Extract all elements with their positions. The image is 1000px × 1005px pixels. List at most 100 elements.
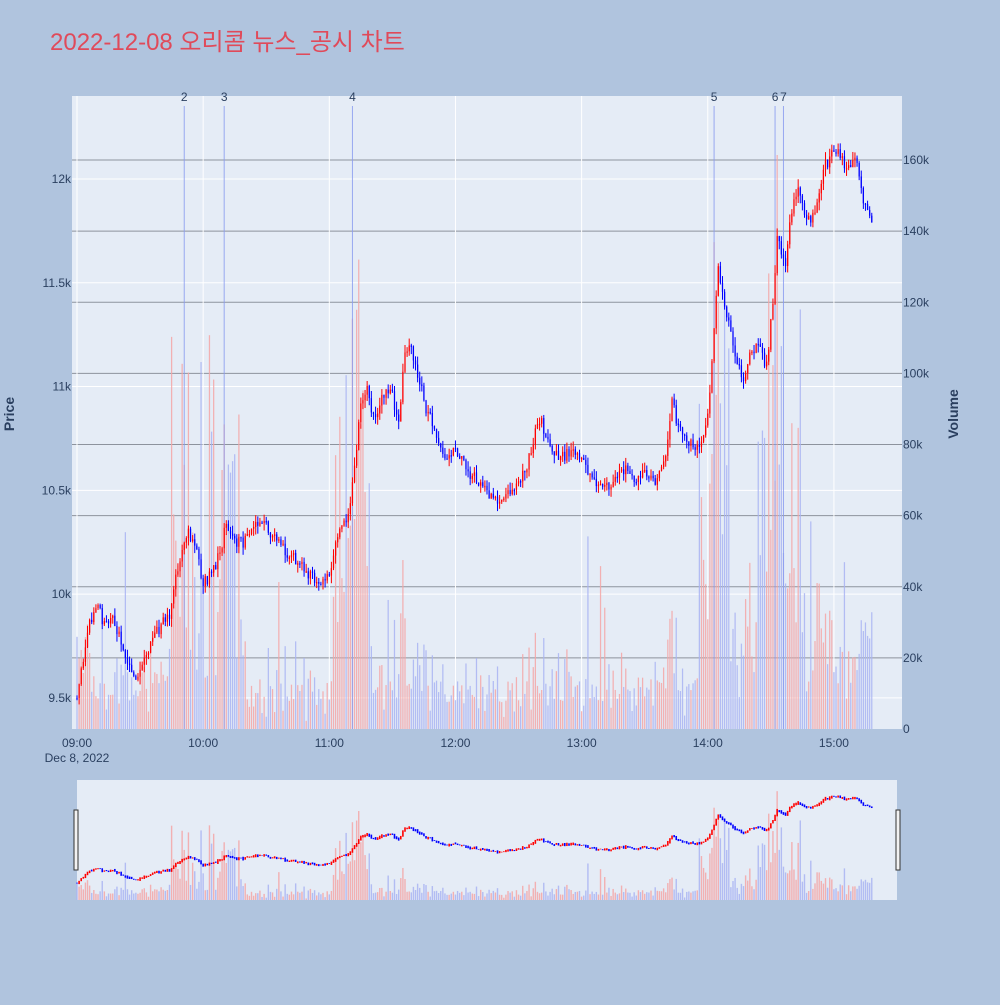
volume-bar: [227, 464, 230, 729]
candle-body: [808, 216, 810, 220]
range-slider-right-handle[interactable]: [895, 809, 901, 871]
volume-bar: [686, 686, 688, 729]
volume-bar: [768, 273, 770, 729]
candle-body: [602, 483, 604, 487]
slider-volume-bar: [858, 885, 860, 900]
volume-bar: [244, 641, 246, 729]
volume-bar: [82, 672, 84, 729]
candle-body: [379, 405, 381, 414]
slider-volume-bar: [118, 895, 120, 900]
slider-volume-bar: [702, 867, 705, 900]
slider-volume-bar: [728, 827, 730, 900]
candle-body: [578, 453, 581, 459]
volume-bar: [799, 309, 801, 729]
volume-bar: [475, 658, 478, 729]
slider-volume-bar: [358, 811, 360, 900]
candle-body: [162, 617, 164, 625]
slider-volume-bar: [177, 869, 179, 900]
slider-volume-bar: [225, 862, 227, 900]
volume-bar: [585, 679, 587, 729]
volume-bar: [490, 692, 492, 729]
slider-volume-bar: [353, 860, 356, 900]
slider-volume-bar: [831, 879, 833, 900]
candle-body: [816, 202, 818, 213]
candle-body: [391, 389, 394, 392]
candle-body: [318, 582, 320, 584]
slider-volume-bar: [185, 880, 188, 900]
slider-volume-bar: [538, 893, 541, 900]
volume-bar: [625, 668, 627, 729]
volume-bar: [656, 680, 658, 729]
plot-area[interactable]: [72, 96, 902, 729]
candle-body: [461, 456, 463, 459]
volume-bar: [347, 538, 349, 729]
candle-body: [715, 295, 717, 329]
volume-bar: [444, 694, 446, 729]
slider-volume-bar: [479, 889, 482, 900]
candle-body: [833, 150, 835, 152]
volume-bar: [398, 674, 400, 729]
volume-bar: [118, 703, 120, 729]
candle-body: [208, 571, 211, 585]
volume-bar: [349, 525, 351, 729]
slider-volume-bar: [574, 891, 577, 900]
volume-bar: [221, 469, 223, 729]
slider-volume-bar: [677, 892, 680, 900]
slider-volume-bar: [343, 874, 345, 900]
candle-body: [616, 476, 618, 479]
candle-body: [320, 583, 322, 586]
slider-volume-bar: [730, 887, 732, 900]
candle-body: [498, 501, 501, 504]
slider-volume-bar: [774, 852, 776, 900]
volume-bar: [530, 709, 532, 729]
volume-bar: [288, 700, 290, 729]
candle-body: [644, 470, 646, 472]
candle-body: [829, 156, 831, 168]
volume-bar: [393, 619, 396, 729]
slider-volume-bar: [587, 863, 589, 900]
slider-volume-bar: [553, 894, 555, 900]
volume-bar: [660, 682, 663, 729]
volume-bar: [179, 616, 181, 729]
candle-body: [671, 398, 673, 422]
slider-volume-bar: [181, 830, 183, 900]
candle-body: [475, 472, 478, 483]
volume-bar: [822, 642, 825, 729]
slider-volume-bar: [513, 896, 516, 900]
range-slider-left-handle[interactable]: [73, 809, 79, 871]
range-slider[interactable]: [77, 780, 897, 900]
slider-volume-bar: [723, 819, 726, 900]
slider-volume-bar: [442, 887, 444, 900]
candle-body: [837, 149, 839, 154]
volume-bar: [721, 534, 724, 729]
slider-volume-bar: [696, 890, 698, 900]
volume-bar: [86, 624, 89, 729]
slider-volume-bar: [307, 890, 309, 900]
slider-volume-bar: [458, 892, 461, 900]
candle-body: [295, 552, 297, 565]
candle-body: [215, 565, 217, 570]
volume-bar: [267, 647, 269, 729]
candle-body: [358, 422, 360, 450]
candle-body: [742, 377, 745, 382]
volume-bar: [467, 689, 469, 729]
candle-body: [175, 574, 177, 590]
slider-volume-bar: [294, 883, 297, 900]
slider-volume-bar: [217, 877, 219, 900]
slider-volume-bar: [744, 875, 747, 900]
candle-body: [229, 530, 232, 534]
candle-body: [158, 626, 160, 635]
slider-volume-bar: [784, 872, 787, 900]
volume-bar: [238, 414, 240, 729]
volume-bar: [610, 707, 612, 729]
slider-volume-bar: [326, 891, 328, 900]
slider-volume-bar: [522, 885, 524, 900]
volume-bar: [143, 666, 145, 729]
volume-bar: [566, 649, 568, 729]
candle-body: [339, 528, 341, 538]
volume-bar: [316, 704, 318, 729]
candle-body: [843, 156, 846, 169]
candle-body: [316, 582, 318, 584]
volume-bar: [595, 686, 597, 729]
